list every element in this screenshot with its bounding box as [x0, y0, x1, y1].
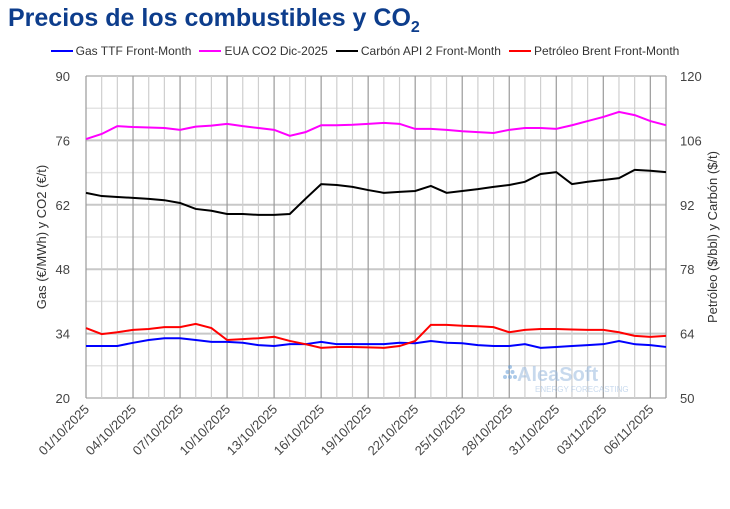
x-tick-label: 03/11/2025 — [553, 402, 609, 458]
legend-swatch — [508, 50, 531, 52]
legend-item: Petróleo Brent Front-Month — [508, 44, 680, 58]
logo-dot — [508, 375, 512, 379]
logo-dot — [505, 370, 510, 374]
y-tick-label: 48 — [56, 262, 70, 277]
x-tick-label: 31/10/2025 — [506, 402, 563, 459]
title-text: Precios de los combustibles y CO — [8, 4, 411, 32]
y-tick-label: 34 — [56, 327, 70, 342]
y-tick-label: 76 — [56, 133, 70, 148]
y2-tick-label: 120 — [680, 69, 702, 84]
series-line-1 — [85, 110, 667, 140]
y-tick-label: 62 — [56, 198, 70, 213]
legend-swatch — [199, 50, 222, 52]
y2-tick-label: 64 — [680, 327, 694, 342]
chart-title: Precios de los combustibles y CO2 — [8, 4, 420, 37]
logo-dot — [503, 375, 507, 379]
legend-label: Petróleo Brent Front-Month — [533, 44, 680, 58]
y-tick-label: 90 — [56, 69, 70, 84]
logo-tagline: ENERGY FORECASTING — [535, 385, 629, 394]
legend-label: Gas TTF Front-Month — [75, 44, 192, 58]
logo-dot — [513, 375, 517, 379]
legend-swatch — [335, 50, 358, 52]
y2-tick-label: 78 — [680, 262, 694, 277]
y2-tick-label: 50 — [680, 391, 694, 406]
logo-dot — [510, 370, 515, 374]
y2-tick-label: 106 — [680, 133, 702, 148]
y-axis-label: Gas (€/MWh) y CO2 (€/t) — [34, 165, 49, 309]
legend-swatch — [50, 50, 73, 52]
y2-tick-label: 92 — [680, 198, 694, 213]
y-tick-label: 20 — [56, 391, 70, 406]
series-line-2 — [85, 168, 667, 216]
legend-item: Carbón API 2 Front-Month — [335, 44, 501, 58]
legend: Gas TTF Front-Month EUA CO2 Dic-2025 Carbó… — [0, 44, 730, 58]
y2-axis-label: Petróleo ($/bbl) y Carbón ($/t) — [705, 151, 720, 323]
logo-name: AleaSoft — [517, 364, 598, 386]
legend-label: Carbón API 2 Front-Month — [360, 44, 501, 58]
logo-dot — [508, 365, 512, 369]
x-tick-label: 06/11/2025 — [601, 402, 657, 458]
series-line-3 — [85, 322, 667, 349]
series-line-0 — [86, 337, 667, 349]
legend-item: EUA CO2 Dic-2025 — [199, 44, 328, 58]
legend-item: Gas TTF Front-Month — [50, 44, 192, 58]
legend-label: EUA CO2 Dic-2025 — [224, 44, 328, 58]
title-subscript: 2 — [410, 19, 420, 36]
